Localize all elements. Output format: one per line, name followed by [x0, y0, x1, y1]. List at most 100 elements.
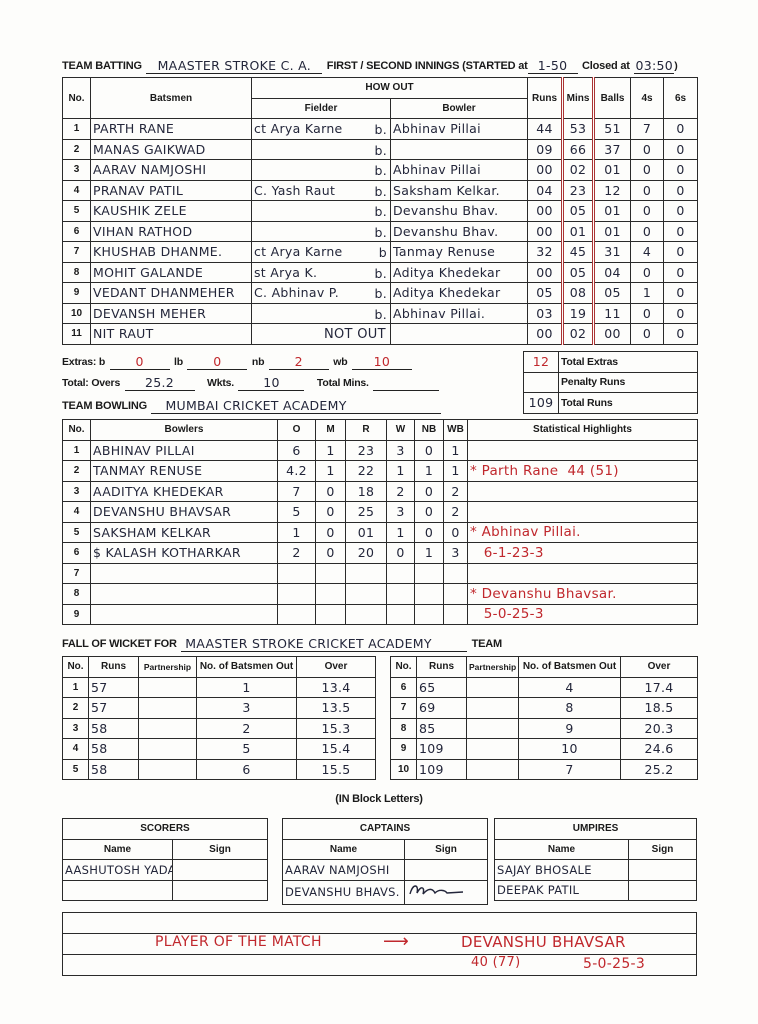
bowler-w: 1 — [386, 521, 415, 543]
signature-field[interactable] — [628, 879, 697, 901]
signature-field[interactable] — [404, 879, 488, 905]
total-mins — [373, 390, 440, 391]
bowler-o — [277, 603, 316, 625]
captain-name: DEVANSHU BHAVS. — [282, 879, 405, 905]
mins: 23 — [561, 179, 595, 201]
row-number: 2 — [62, 138, 91, 160]
captain-name: AARAV NAMJOSHI — [282, 859, 405, 881]
signature-field[interactable] — [628, 859, 697, 881]
bowled-marker: b — [378, 245, 387, 260]
fow-runs: 85 — [416, 717, 467, 739]
col-fielder: Fielder — [251, 97, 391, 119]
col-overs: O — [277, 419, 316, 441]
player-of-match-name: DEVANSHU BHAVSAR — [461, 933, 626, 951]
sixes: 0 — [663, 159, 699, 181]
fow-row: 2 57 3 13.5 — [62, 697, 376, 719]
bowler-name: Abhinav Pillai. — [389, 302, 529, 324]
col-wickets: W — [386, 419, 415, 441]
bowler-row: 8 * Devanshu Bhavsar. — [62, 583, 698, 605]
bowler-r: 20 — [345, 542, 387, 564]
statistical-highlight: * Devanshu Bhavsar. — [467, 583, 698, 605]
bowled-marker: b. — [374, 286, 387, 301]
bowler-o: 2 — [277, 542, 316, 564]
fow-over: 15.4 — [296, 738, 376, 760]
row-number: 4 — [62, 501, 91, 523]
fow-partnership — [138, 697, 197, 719]
row-number: 7 — [62, 241, 91, 263]
row-number: 7 — [62, 562, 91, 584]
row-number: 5 — [62, 758, 89, 780]
umpires-title: UMPIRES — [494, 818, 697, 840]
fow-batsmen-out: 8 — [518, 697, 621, 719]
fow-batsmen-out: 1 — [196, 676, 297, 698]
batsman-name: KAUSHIK ZELE — [90, 200, 252, 222]
bowler-name: Devanshu Bhav. — [389, 220, 529, 242]
how-out-fielder: st Arya K. b. — [251, 261, 391, 283]
sixes: 0 — [663, 302, 699, 324]
row-number: 8 — [390, 717, 417, 739]
bowler-wb: 1 — [443, 460, 468, 482]
batsman-name: VEDANT DHANMEHER — [90, 282, 252, 304]
runs: 00 — [527, 220, 564, 242]
bowler-r: 01 — [345, 521, 387, 543]
bowler-row: 4 DEVANSHU BHAVSAR 5 0 25 3 0 2 — [62, 501, 698, 523]
fow-over: 15.5 — [296, 758, 376, 780]
scorers-title: SCORERS — [62, 818, 268, 840]
bowled-marker: b. — [374, 122, 387, 137]
bowler-nb: 0 — [414, 439, 444, 461]
sixes: 0 — [663, 118, 699, 140]
sixes: 0 — [663, 200, 699, 222]
overs-label: Total: Overs — [62, 377, 121, 389]
bowler-wb — [443, 562, 468, 584]
col-runs: R — [345, 419, 387, 441]
fow-batsmen-out: 7 — [518, 758, 621, 780]
mins: 05 — [561, 261, 595, 283]
fow-batsmen-out: 10 — [518, 738, 621, 760]
bowler-m — [315, 562, 346, 584]
col-highlights: Statistical Highlights — [467, 419, 698, 441]
fow-partnership — [466, 758, 519, 780]
bowler-m: 1 — [315, 460, 346, 482]
bowler-wb: 2 — [443, 501, 468, 523]
col-batsmen-out: No. of Batsmen Out — [196, 656, 297, 678]
wkts-label: Wkts. — [207, 377, 235, 389]
player-of-match-bowling: 5-0-25-3 — [583, 956, 646, 972]
arrow-right-icon: ⟶ — [383, 931, 410, 952]
signature-field[interactable] — [172, 879, 268, 901]
bowler-name: TANMAY RENUSE — [90, 460, 278, 482]
total-mins-label: Total Mins. — [316, 377, 369, 389]
col-balls: Balls — [592, 77, 632, 119]
col-bowler: Bowler — [389, 97, 529, 119]
signature-field[interactable] — [404, 859, 488, 881]
fow-team-name: MAASTER STROKE CRICKET ACADEMY — [181, 636, 468, 652]
row-number: 3 — [62, 159, 91, 181]
fow-over: 17.4 — [620, 676, 698, 698]
fow-partnership — [466, 676, 519, 698]
how-out-fielder: b. — [251, 200, 391, 222]
batsman-row: 9 VEDANT DHANMEHER C. Abhinav P. b. Aditya K… — [62, 282, 699, 304]
bowler-r — [345, 603, 387, 625]
batsman-name: VIHAN RATHOD — [90, 220, 252, 242]
team-batting-label: TEAM BATTING — [62, 60, 142, 72]
umpires-row: DEEPAK PATIL — [494, 879, 697, 901]
batsman-row: 8 MOHIT GALANDE st Arya K. b. Aditya Khedeka… — [62, 261, 699, 283]
mins: 01 — [561, 220, 595, 242]
row-number: 8 — [62, 583, 91, 605]
bowled-marker: b. — [374, 265, 387, 281]
col-wides: WB — [443, 419, 468, 441]
total-wkts: 10 — [238, 375, 305, 391]
fow-batsmen-out: 6 — [196, 758, 297, 780]
sixes: 0 — [663, 241, 699, 263]
fow-partnership — [138, 676, 197, 698]
bowler-o — [277, 583, 316, 605]
fow-row: 4 58 5 15.4 — [62, 738, 376, 760]
fours: 0 — [630, 179, 665, 201]
signature-field[interactable] — [172, 859, 268, 881]
scorer-name — [62, 879, 173, 901]
mins: 05 — [561, 200, 595, 222]
col-batsmen: Batsmen — [90, 77, 252, 119]
row-number: 10 — [390, 758, 417, 780]
row-number: 11 — [62, 323, 91, 345]
balls: 37 — [592, 138, 632, 160]
bowler-w: 3 — [386, 501, 415, 523]
